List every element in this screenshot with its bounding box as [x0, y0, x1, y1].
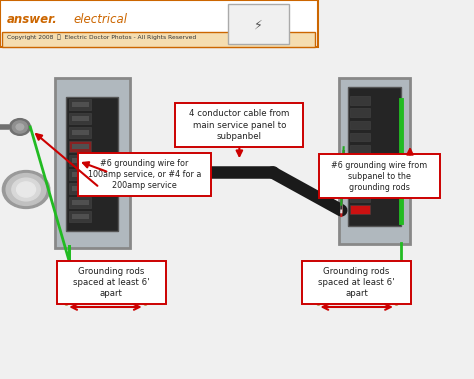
FancyBboxPatch shape	[69, 113, 91, 124]
FancyBboxPatch shape	[72, 130, 89, 135]
FancyBboxPatch shape	[69, 183, 91, 194]
FancyBboxPatch shape	[72, 200, 89, 205]
FancyBboxPatch shape	[350, 205, 370, 214]
FancyBboxPatch shape	[350, 181, 370, 190]
Circle shape	[12, 121, 27, 133]
FancyBboxPatch shape	[55, 78, 130, 248]
FancyBboxPatch shape	[69, 155, 91, 166]
FancyBboxPatch shape	[72, 172, 89, 177]
FancyBboxPatch shape	[350, 193, 370, 202]
Text: Grounding rods
spaced at least 6'
apart: Grounding rods spaced at least 6' apart	[318, 267, 395, 298]
FancyBboxPatch shape	[175, 103, 303, 147]
FancyBboxPatch shape	[72, 144, 89, 149]
FancyBboxPatch shape	[350, 169, 370, 178]
Text: Copyright 2008  ⓒ  Electric Doctor Photos - All Rights Reserved: Copyright 2008 ⓒ Electric Doctor Photos …	[7, 35, 196, 41]
FancyBboxPatch shape	[350, 121, 370, 129]
FancyBboxPatch shape	[69, 141, 91, 152]
Text: answer.: answer.	[7, 13, 58, 26]
FancyBboxPatch shape	[69, 169, 91, 180]
FancyBboxPatch shape	[350, 133, 370, 141]
FancyBboxPatch shape	[72, 158, 89, 163]
FancyBboxPatch shape	[69, 99, 91, 110]
FancyBboxPatch shape	[66, 97, 118, 231]
FancyBboxPatch shape	[2, 32, 315, 47]
Circle shape	[16, 124, 24, 130]
FancyBboxPatch shape	[350, 108, 370, 117]
Text: 4 conductor cable from
main service panel to
subpanbel: 4 conductor cable from main service pane…	[189, 110, 290, 141]
FancyBboxPatch shape	[319, 155, 439, 198]
FancyBboxPatch shape	[228, 4, 289, 44]
FancyBboxPatch shape	[72, 214, 89, 219]
FancyBboxPatch shape	[72, 186, 89, 191]
FancyBboxPatch shape	[302, 261, 411, 304]
Text: Grounding rods
spaced at least 6'
apart: Grounding rods spaced at least 6' apart	[73, 267, 150, 298]
FancyBboxPatch shape	[348, 87, 401, 226]
FancyBboxPatch shape	[57, 261, 166, 304]
Circle shape	[2, 171, 50, 208]
Circle shape	[12, 178, 40, 201]
Text: #6 grounding wire from
subpanel to the
grounding rods: #6 grounding wire from subpanel to the g…	[331, 161, 428, 192]
FancyBboxPatch shape	[72, 116, 89, 121]
FancyBboxPatch shape	[0, 0, 318, 47]
FancyBboxPatch shape	[69, 197, 91, 208]
FancyBboxPatch shape	[339, 78, 410, 244]
FancyBboxPatch shape	[69, 211, 91, 222]
FancyBboxPatch shape	[72, 102, 89, 107]
FancyBboxPatch shape	[350, 96, 370, 105]
FancyBboxPatch shape	[350, 157, 370, 166]
Text: electrical: electrical	[73, 13, 128, 26]
FancyBboxPatch shape	[78, 152, 211, 196]
FancyBboxPatch shape	[350, 145, 370, 153]
Circle shape	[9, 119, 30, 135]
Circle shape	[17, 182, 36, 197]
Circle shape	[6, 174, 46, 205]
FancyBboxPatch shape	[69, 127, 91, 138]
Text: #6 grounding wire for
100amp service, or #4 for a
200amp service: #6 grounding wire for 100amp service, or…	[88, 159, 201, 190]
Text: ⚡: ⚡	[254, 18, 263, 31]
